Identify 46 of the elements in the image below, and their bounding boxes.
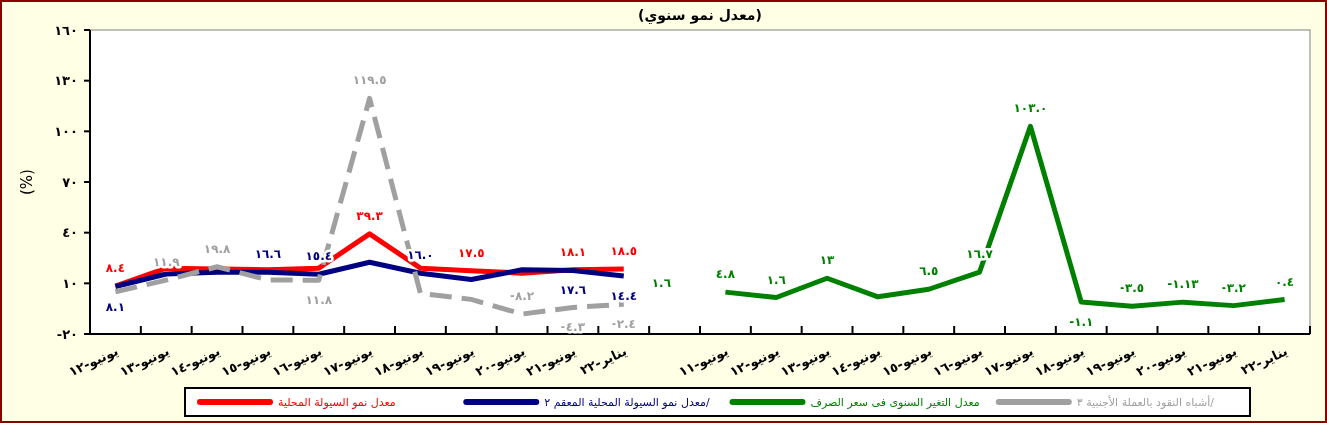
data-label: ٨.١ xyxy=(105,299,126,314)
x-tick-label: يونيو-١١ xyxy=(676,343,731,380)
y-tick-label: ١٦٠ xyxy=(54,22,78,38)
text: أشباه النقود بالعملة الأجنبية ٣/ xyxy=(1076,394,1215,409)
data-label: -٢.٤ xyxy=(611,317,636,332)
data-label: ٤.٨ xyxy=(715,267,736,282)
y-tick-label: ١٠٠ xyxy=(54,123,78,139)
text: معدل التغير السنوى فى سعر الصرف xyxy=(810,395,980,409)
y-tick-label: ١٣٠ xyxy=(54,73,78,89)
data-label: ٣٩.٣ xyxy=(356,208,384,223)
y-tick-label: -٢٠ xyxy=(56,326,78,342)
x-tick-label: يناير-٢٢ xyxy=(577,343,629,378)
data-label: ١٤.٤ xyxy=(610,288,638,303)
y-tick-label: ٤٠ xyxy=(62,225,78,241)
data-label: -١.١٣ xyxy=(1167,277,1200,292)
data-label: -٣.٢ xyxy=(1221,280,1247,295)
y-axis-title: (%) xyxy=(18,169,36,195)
x-tick-label: يونيو-١٢ xyxy=(66,343,121,380)
y-tick-label: ٧٠ xyxy=(62,174,78,190)
x-tick-label: يناير-٢٢ xyxy=(1238,343,1290,378)
data-label: ١٣ xyxy=(819,253,836,268)
data-label: ١٦.٦ xyxy=(254,247,282,262)
data-label: ١٠٣.٠ xyxy=(1013,101,1048,116)
data-label: ١.٦ xyxy=(766,272,786,287)
data-label: ١١.٨ xyxy=(305,293,333,308)
data-label: ٠.٤ xyxy=(1274,274,1295,289)
data-label: -٤.٣ xyxy=(560,320,586,335)
data-label: ١٥.٤ xyxy=(305,249,333,264)
data-label: ٨.٤ xyxy=(105,261,126,276)
data-label: ١١٩.٥ xyxy=(352,73,387,88)
annotation: ١.٦ xyxy=(651,276,671,291)
text: معدل نمو السيولة المحلية المعقم ٢/ xyxy=(544,395,710,409)
data-label: -٨.٢ xyxy=(509,289,535,304)
data-label: ١٧.٦ xyxy=(559,283,587,298)
data-label: ١١.٩ xyxy=(152,255,181,270)
y-tick-label: ١٠ xyxy=(62,275,78,291)
data-label: -١.١ xyxy=(1069,315,1094,330)
data-label: ٦.٥ xyxy=(919,264,939,279)
data-label: ١٨.٥ xyxy=(610,243,638,258)
data-label: ١٩.٨ xyxy=(203,241,232,256)
data-label: ١٦.٠ xyxy=(407,248,434,263)
chart-title: (معدل نمو سنوي) xyxy=(638,7,762,25)
data-label: -٣.٥ xyxy=(1119,281,1145,296)
data-label: ١٨.١ xyxy=(559,244,587,259)
data-label: ١٧.٥ xyxy=(457,245,485,260)
text: معدل نمو السيولة المحلية xyxy=(278,395,396,409)
